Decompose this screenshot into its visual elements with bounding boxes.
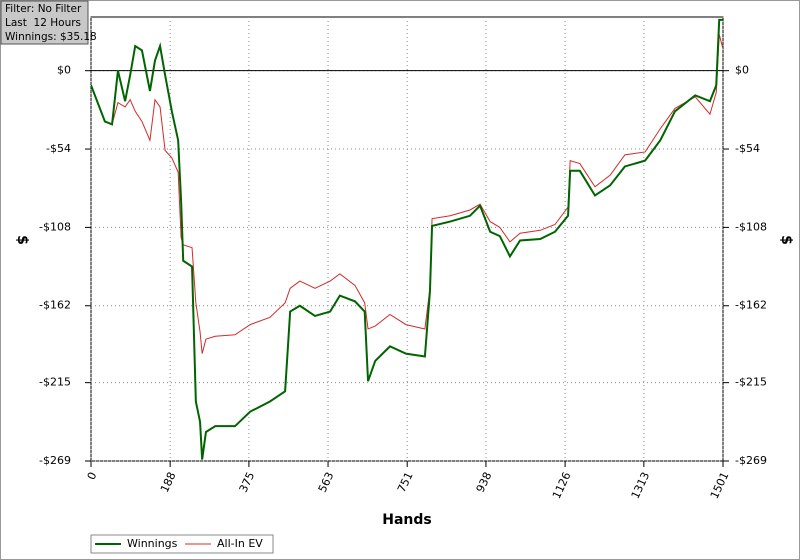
- y-tick-label: -$54: [735, 142, 760, 155]
- legend-label: Winnings: [127, 537, 178, 550]
- series-line: [91, 34, 723, 354]
- y-tick-label: -$108: [39, 220, 71, 233]
- y-tick-label: $0: [57, 64, 71, 77]
- y-tick-label: -$54: [46, 142, 71, 155]
- y-tick-label: -$215: [735, 376, 767, 389]
- info-line: Last 12 Hours: [5, 17, 81, 29]
- y-tick-label: -$215: [39, 376, 71, 389]
- y-axis-title: $: [14, 235, 30, 245]
- info-line: Filter: No Filter: [5, 3, 82, 15]
- y-tick-label: $0: [735, 64, 749, 77]
- x-axis-title: Hands: [382, 512, 432, 528]
- legend-label: All-In EV: [217, 537, 263, 550]
- info-line: Winnings: $35.18: [5, 31, 97, 43]
- y-tick-label: -$162: [39, 299, 71, 312]
- y-axis-title: $: [778, 235, 794, 245]
- y-tick-label: -$162: [735, 299, 767, 312]
- y-tick-label: -$269: [39, 454, 71, 467]
- y-tick-label: -$269: [735, 454, 767, 467]
- legend: [90, 534, 274, 554]
- y-tick-label: -$108: [735, 220, 767, 233]
- series-line: [91, 18, 723, 460]
- info-box: [0, 0, 89, 45]
- x-tick-label: 0: [85, 470, 100, 482]
- plot-area: [90, 16, 724, 462]
